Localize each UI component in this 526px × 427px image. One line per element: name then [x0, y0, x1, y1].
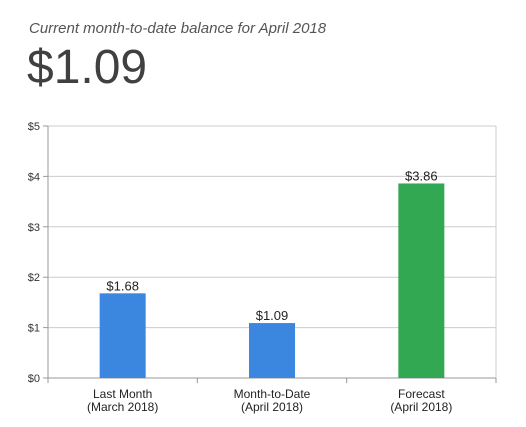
bar-value-label: $1.68 — [106, 278, 139, 293]
bar-value-label: $1.09 — [256, 308, 289, 323]
y-tick-label: $3 — [28, 222, 40, 234]
balance-amount: $1.09 — [27, 41, 148, 94]
x-category-label: (April 2018) — [241, 400, 303, 414]
x-category-label: Forecast — [398, 387, 445, 401]
chart-labels: $0 $1 $2 $3 $4 $5 $1.68 Last Month(March 2018) $… — [28, 121, 453, 414]
x-category-label: (April 2018) — [390, 400, 452, 414]
y-tick-label: $5 — [28, 121, 40, 133]
balance-subtitle: Current month-to-date balance for April … — [29, 20, 327, 37]
bar — [398, 183, 445, 378]
y-tick-label: $1 — [28, 323, 40, 335]
bar — [249, 323, 295, 378]
bar-value-label: $3.86 — [405, 168, 438, 183]
y-tick-label: $4 — [28, 171, 40, 183]
bar — [99, 293, 146, 378]
y-tick-label: $2 — [28, 272, 40, 284]
chart-bars — [99, 183, 445, 378]
x-category-label: (March 2018) — [87, 400, 158, 414]
y-tick-label: $0 — [28, 373, 40, 385]
x-category-label: Month-to-Date — [234, 387, 311, 401]
x-category-label: Last Month — [93, 387, 152, 401]
